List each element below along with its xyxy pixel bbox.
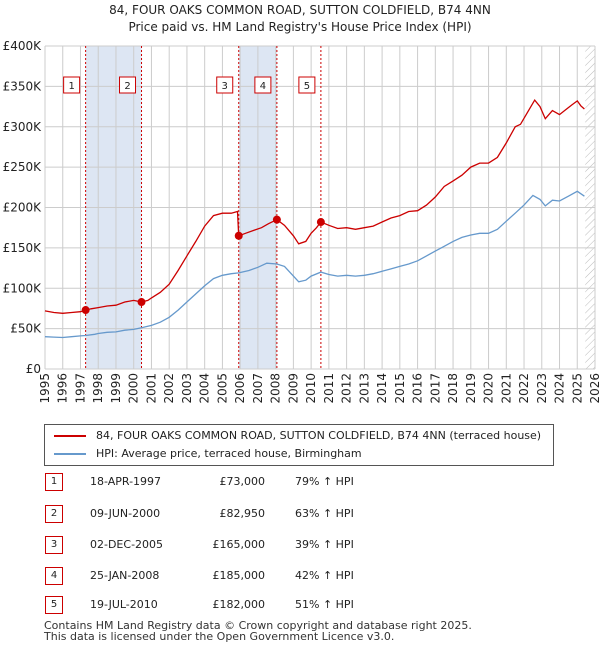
footer-line1: Contains HM Land Registry data © Crown c… [44,619,472,632]
y-tick-label: £400K [3,39,43,53]
x-tick-label: 1995 [38,373,52,404]
x-tick-label: 1999 [109,373,123,404]
sale-number-badge: 3 [45,536,63,554]
sale-point [137,298,146,307]
price-chart: £0 £50K £100K £150K £200K £250K £300K £350K £400… [3,39,600,404]
x-tick-label: 2009 [286,373,300,404]
y-tick-label: £100K [3,281,43,295]
sale-hpi-change: 63% ↑ HPI [295,507,354,520]
y-tick-label: £250K [3,160,43,174]
x-tick-label: 2020 [482,373,496,404]
table-row: 3 02-DEC-2005 £165,000 39% ↑ HPI [0,535,600,555]
x-tick-label: 2018 [446,373,460,404]
x-tick-label: 2001 [144,373,158,404]
y-tick-label: £150K [3,241,43,255]
x-tick-label: 2017 [428,373,442,404]
sale-date: 02-DEC-2005 [90,538,164,551]
sale-point [81,306,90,315]
y-tick-label: £300K [3,120,43,134]
sale-number-badge: 1 [45,473,63,491]
y-tick-label: £350K [3,79,43,93]
x-tick-label: 2008 [269,373,283,404]
sale-point [272,215,281,224]
sale-price: £82,950 [219,507,266,520]
x-tick-label: 2006 [233,373,247,404]
sale-point [316,218,325,227]
x-tick-label: 2010 [304,373,318,404]
sale-date: 19-JUL-2010 [90,598,158,611]
x-tick-label: 2026 [588,373,600,404]
sale-number-box [254,76,272,94]
x-tick-label: 1997 [73,373,87,404]
chart-title-line1: 84, FOUR OAKS COMMON ROAD, SUTTON COLDFI… [109,3,491,17]
table-row: 1 18-APR-1997 £73,000 79% ↑ HPI [0,472,600,492]
hpi-line [44,190,585,339]
y-tick-label: £50K [10,322,42,336]
sale-hpi-change: 39% ↑ HPI [295,538,354,551]
x-tick-label: 2014 [375,373,389,404]
sale-date: 09-JUN-2000 [90,507,161,520]
table-row: 4 25-JAN-2008 £185,000 42% ↑ HPI [0,566,600,586]
x-tick-label: 1996 [56,373,70,404]
sale-number-label: 4 [260,81,266,92]
y-tick-label: £0 [26,362,41,376]
legend-swatch-hpi [54,453,86,455]
x-tick-label: 2007 [251,373,265,404]
x-tick-label: 2021 [499,373,513,404]
sale-number-box [216,76,234,94]
x-tick-label: 2005 [215,373,229,404]
table-row: 2 09-JUN-2000 £82,950 63% ↑ HPI [0,504,600,524]
sale-price: £73,000 [219,475,266,488]
x-tick-label: 2019 [464,373,478,404]
sale-date: 18-APR-1997 [90,475,162,488]
x-tick-label: 2000 [127,373,141,404]
sale-price: £165,000 [212,538,266,551]
sale-number-label: 1 [68,81,74,92]
legend-item-property: 84, FOUR OAKS COMMON ROAD, SUTTON COLDFI… [54,427,541,445]
x-tick-label: 2025 [570,373,584,404]
x-tick-label: 2003 [180,373,194,404]
x-tick-label: 2023 [535,373,549,404]
legend-swatch-property [54,435,86,437]
x-tick-label: 2024 [553,373,567,404]
sale-hpi-change: 79% ↑ HPI [295,475,354,488]
legend-item-hpi: HPI: Average price, terraced house, Birm… [54,445,362,463]
x-tick-label: 2002 [162,373,176,404]
x-tick-label: 2015 [393,373,407,404]
footer-line2: This data is licensed under the Open Gov… [44,630,395,643]
chart-title: 84, FOUR OAKS COMMON ROAD, SUTTON COLDFI… [0,2,600,36]
sale-number-badge: 5 [45,596,63,614]
chart-title-line2: Price paid vs. HM Land Registry's House … [128,20,472,34]
sale-number-box [119,76,137,94]
sale-number-badge: 4 [45,567,63,585]
y-tick-label: £200K [3,201,43,215]
sale-point [234,231,243,240]
x-tick-label: 2022 [517,373,531,404]
sale-number-label: 2 [124,81,130,92]
sale-hpi-change: 51% ↑ HPI [295,598,354,611]
sale-number-badge: 2 [45,505,63,523]
sale-price: £182,000 [212,598,266,611]
x-tick-label: 2012 [340,373,354,404]
table-row: 5 19-JUL-2010 £182,000 51% ↑ HPI [0,595,600,615]
x-tick-label: 2011 [322,373,336,404]
sale-number-label: 3 [222,81,228,92]
sale-hpi-change: 42% ↑ HPI [295,569,354,582]
x-tick-label: 2004 [198,373,212,404]
x-tick-label: 2016 [411,373,425,404]
legend-label-hpi: HPI: Average price, terraced house, Birm… [96,447,362,460]
chart-legend: 84, FOUR OAKS COMMON ROAD, SUTTON COLDFI… [44,424,554,466]
sale-date: 25-JAN-2008 [90,569,160,582]
sale-number-label: 5 [304,81,310,92]
x-tick-label: 1998 [91,373,105,404]
sale-price: £185,000 [212,569,266,582]
x-tick-label: 2013 [357,373,371,404]
sale-number-box [298,76,316,94]
sale-number-box [63,76,81,94]
footer-attribution: Contains HM Land Registry data © Crown c… [44,620,472,642]
legend-label-property: 84, FOUR OAKS COMMON ROAD, SUTTON COLDFI… [96,429,542,442]
